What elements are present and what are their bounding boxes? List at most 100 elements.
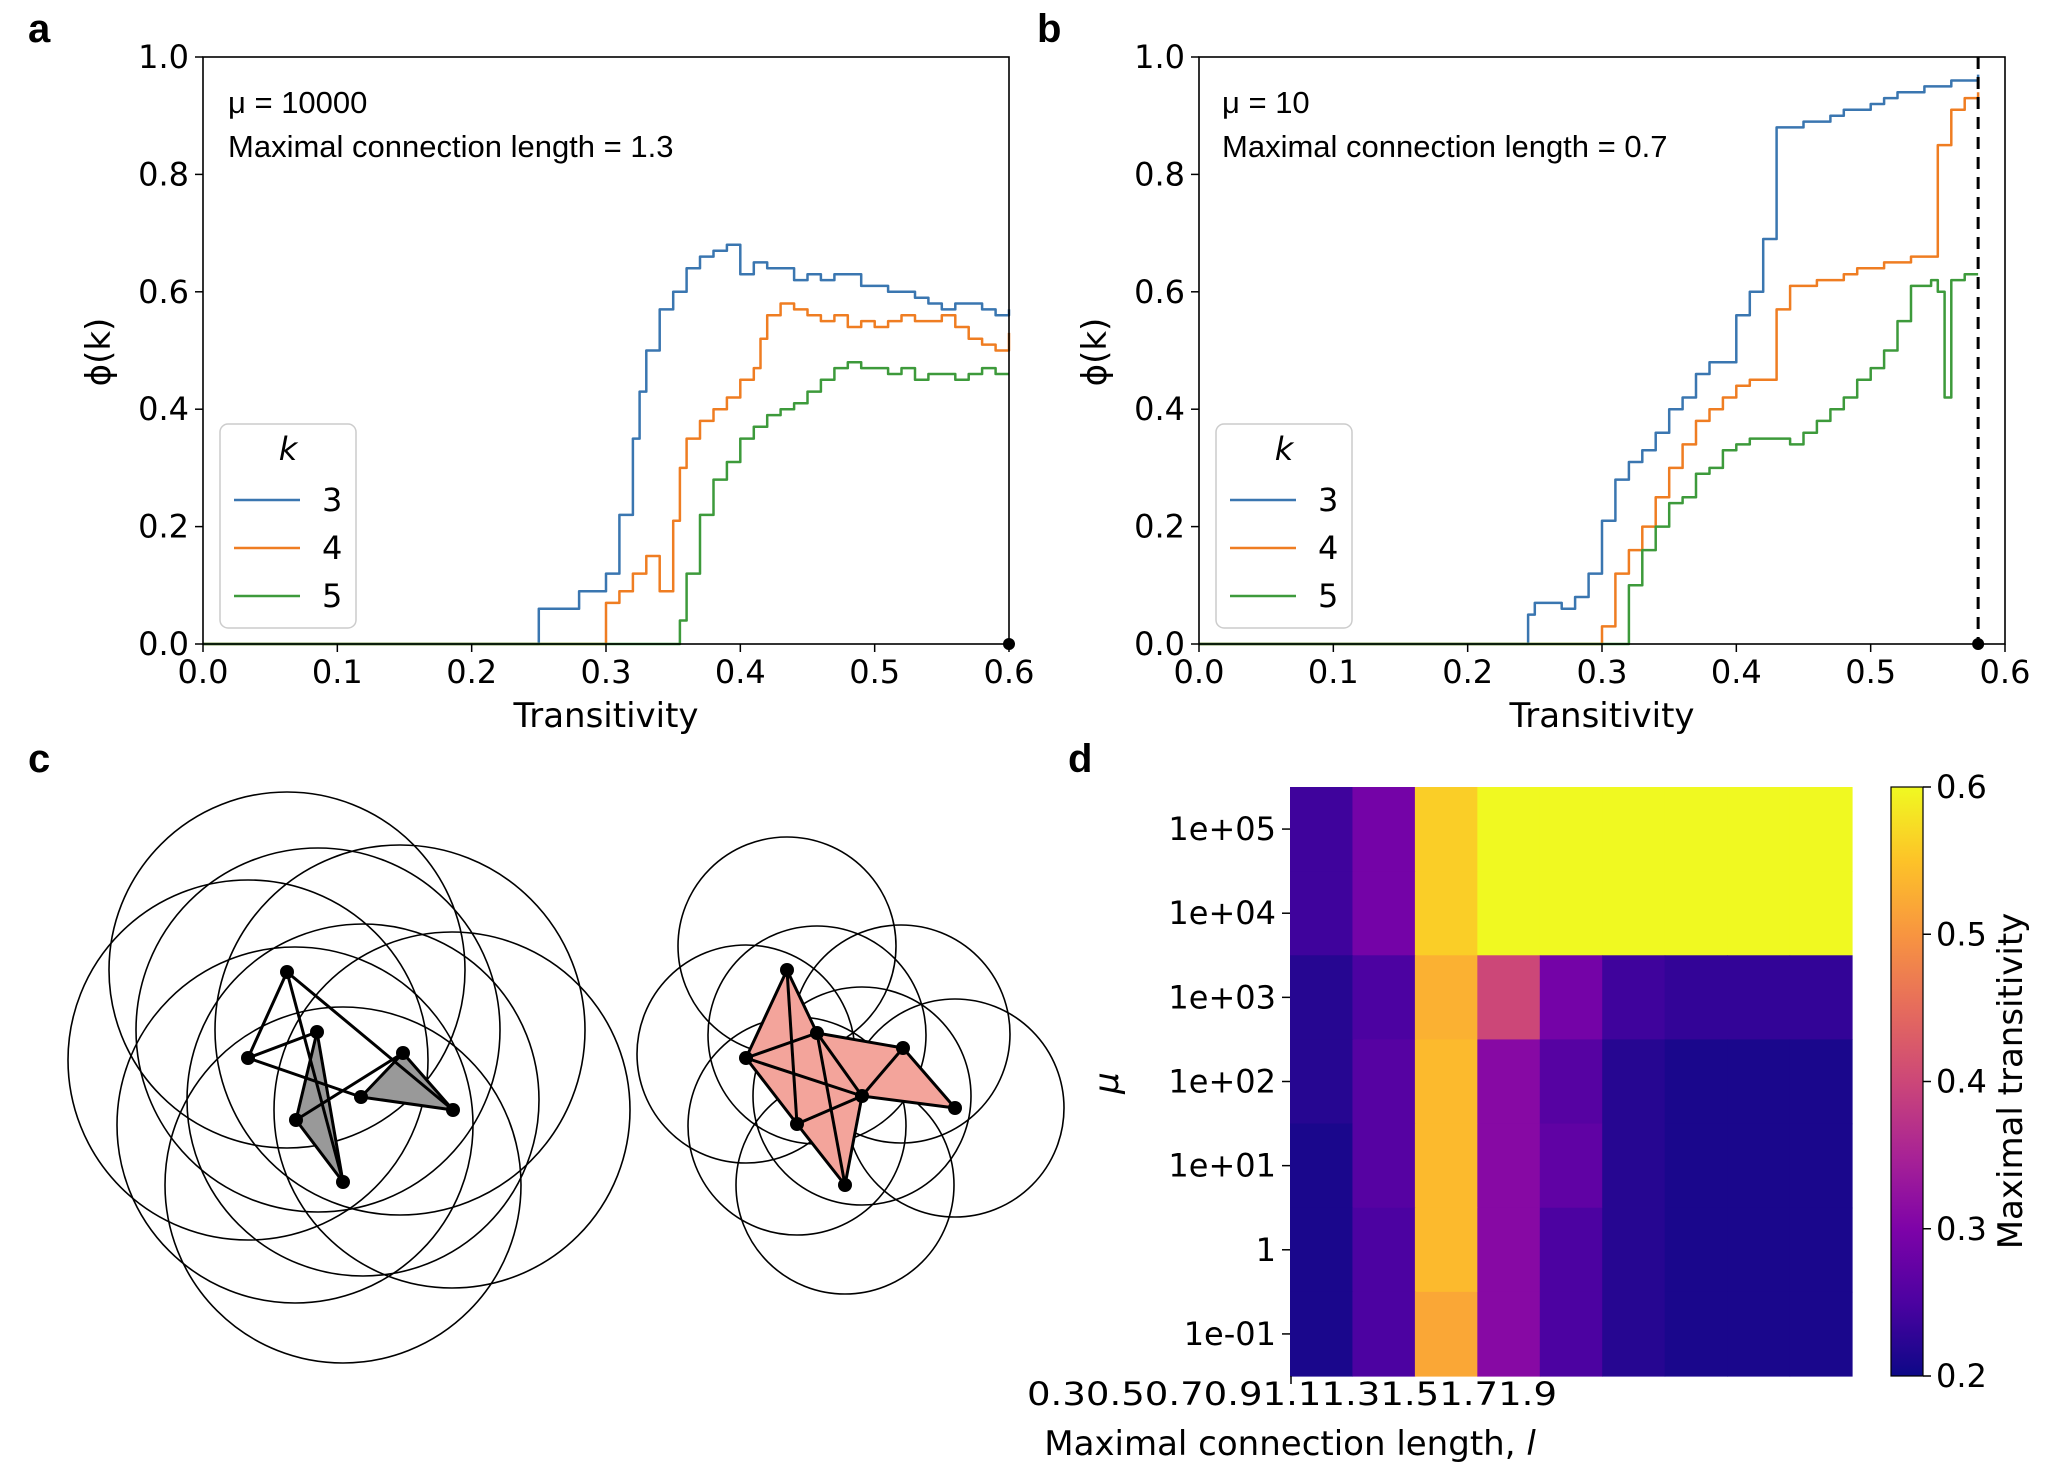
heatmap-cell [1477,1291,1541,1377]
panel-b-y-ticks: 0.0 0.2 0.4 0.6 0.8 1.0 [1134,38,1199,663]
y-tick-label: 1e+02 [1168,1063,1276,1101]
heatmap-cell [1727,1291,1791,1377]
y-tick-label: 1.0 [1134,38,1185,76]
heatmap-cell [1539,955,1603,1041]
heatmap-cell [1727,1123,1791,1209]
node [948,1101,962,1115]
panel-b-series-k5 [1199,272,1979,646]
heatmap-cell [1290,1207,1354,1293]
panel-a-axes-frame [202,56,1010,645]
panel-a-y-axis-label: ϕ(k) [79,318,119,387]
y-tick-label: 1e+01 [1168,1147,1276,1185]
colorbar-tick-label: 0.6 [1936,768,1987,806]
heatmap-cell [1664,955,1728,1041]
panel-b-line-chart: 0.0 0.1 0.2 0.3 0.4 0.5 0.6 0.0 0.2 0.4 0.6 0.8 1.0… [1075,38,2030,736]
panel-d-x-axis-label-var: l [1526,1424,1536,1464]
heatmap-cell [1477,1207,1541,1293]
heatmap-cell [1664,1291,1728,1377]
heatmap-cell [1352,1039,1416,1125]
panel-a-legend-label-5: 5 [322,577,342,615]
heatmap-cell [1727,1207,1791,1293]
edge [785,969,799,1125]
panel-a-max-transitivity-marker [1003,638,1015,650]
panel-a-series-layer [203,243,1011,646]
panel-a-y-ticks: 0.0 0.2 0.4 0.6 0.8 1.0 [138,38,203,663]
node [280,965,294,979]
heatmap-cell [1352,1207,1416,1293]
panel-b-max-transitivity-marker [1972,638,1985,650]
x-tick-label: 0.6 [984,653,1035,691]
panel-label-d: d [1068,737,1092,781]
node [446,1103,460,1117]
edge [861,1094,956,1110]
edge [815,1032,864,1097]
y-tick-label: 0.8 [138,155,189,193]
cover-circle [108,791,466,1149]
panel-b-annotation-mu: μ = 10 [1222,85,1310,120]
heatmap-cell [1290,1039,1354,1125]
panel-b-marker-layer [1972,57,1985,650]
panel-a-marker-layer [1003,638,1015,650]
heatmap-cell [1789,1039,1853,1125]
panel-d-x-tick-labels: 0.30.50.70.91.11.31.51.71.9 [1027,1375,1557,1413]
edge [247,1030,318,1060]
heatmap-cell [1539,871,1603,956]
heatmap-cell [1352,871,1416,956]
node [354,1090,368,1104]
x-tick-label: 0.5 [1845,653,1896,691]
heatmap-cell [1602,955,1666,1041]
y-tick-label: 1e-01 [1184,1315,1276,1353]
y-tick-label: 0.2 [1134,508,1185,546]
node [241,1051,255,1065]
panel-a-x-axis-label: Transitivity [512,696,698,736]
panel-d-cells [1290,787,1853,1377]
edge [401,1052,455,1111]
panel-a-legend-label-4: 4 [322,529,342,567]
panel-d-x-axis-label-text: Maximal connection length, [1044,1424,1526,1464]
panel-b-axes-frame [1198,56,2006,645]
panel-b-x-ticks: 0.0 0.1 0.2 0.3 0.4 0.5 0.6 [1174,644,2031,691]
panel-label-b: b [1037,7,1061,51]
edge [286,970,454,1112]
panel-d-y-ticks: 1e+05 1e+04 1e+03 1e+02 1e+01 1 1e-01 [1168,810,1290,1353]
heatmap-cell [1602,787,1666,872]
edge [294,1031,319,1121]
x-tick-label: 0.3 [1577,653,1628,691]
x-tick-label: 0.1 [312,653,363,691]
heatmap-cell [1789,1207,1853,1293]
cover-circle [164,1006,522,1364]
heatmap-cell [1539,1291,1603,1377]
panel-a-series-k4 [203,302,1011,646]
node [396,1046,410,1060]
panel-a-legend-label-3: 3 [322,481,342,519]
x-tick-label: 0.2 [1442,653,1493,691]
heatmap-cell [1539,1207,1603,1293]
edge [295,1051,404,1122]
x-tick-label: 0.2 [446,653,497,691]
x-tick-label: 0.6 [1980,653,2031,691]
x-tick-label: 0.0 [1174,653,1225,691]
heatmap-cell [1727,871,1791,956]
panel-d-colorbar [1890,786,1924,1377]
panel-b-legend-label-5: 5 [1318,577,1338,615]
x-tick-label: 0.4 [715,653,766,691]
edge [359,1051,405,1099]
node [739,1051,753,1065]
heatmap-cell [1352,1291,1416,1377]
panel-a-annotation-mu: μ = 10000 [228,85,367,120]
edge [901,1047,957,1109]
panel-a-series-k3 [203,243,1011,646]
heatmap-cell [1602,871,1666,956]
heatmap-cell [1664,1039,1728,1125]
edge [785,969,819,1034]
node [855,1089,869,1103]
panel-label-c: c [28,737,50,781]
panel-b-y-axis-label: ϕ(k) [1075,318,1115,387]
panel-b-legend-label-3: 3 [1318,481,1338,519]
node [838,1178,852,1192]
heatmap-cell [1477,1039,1541,1125]
panel-b-legend-label-4: 4 [1318,529,1338,567]
panel-d-x-axis-label: Maximal connection length, l [1044,1424,1536,1464]
